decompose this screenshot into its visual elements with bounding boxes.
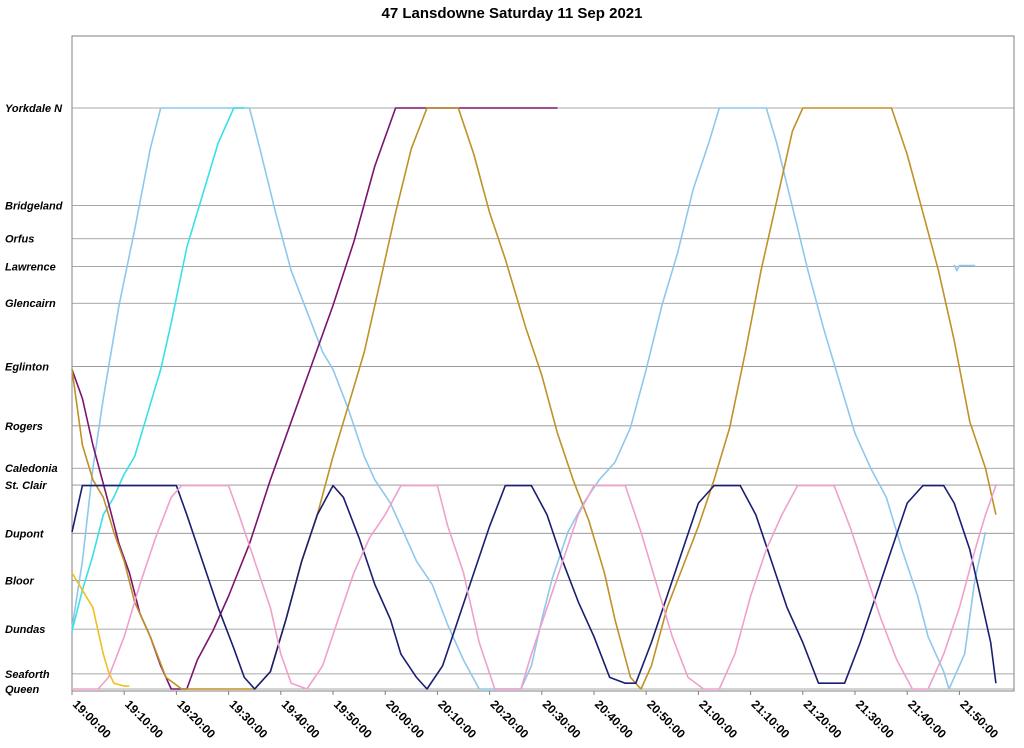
stop-labels: Yorkdale N Bridgeland Orfus Lawrence Glencai… [5, 103, 63, 696]
x-tick-label: 19:40:00 [279, 697, 323, 741]
series-line [953, 264, 976, 272]
series-line [71, 107, 245, 632]
x-tick-label: 19:20:00 [174, 697, 218, 741]
x-tick-label: 21:40:00 [905, 697, 949, 741]
x-tick-label: 19:50:00 [331, 697, 375, 741]
x-tick-label: 19:10:00 [122, 697, 166, 741]
stop-label: Rogers [5, 421, 43, 433]
chart-title: 47 Lansdowne Saturday 11 Sep 2021 [381, 5, 643, 22]
stop-label: Eglinton [5, 362, 49, 374]
time-tick-labels: 19:00:00 19:10:00 19:20:00 19:30:00 19:40:00… [70, 691, 1001, 741]
x-tick-label: 21:50:00 [957, 697, 1001, 741]
plot-area [71, 35, 1015, 692]
stop-label: Bloor [5, 575, 34, 587]
x-tick-label: 20:30:00 [540, 697, 584, 741]
stop-label: Bridgeland [5, 201, 63, 213]
stop-label: Dupont [5, 528, 45, 540]
stop-label: Glencairn [5, 298, 56, 310]
x-tick-label: 21:30:00 [853, 697, 897, 741]
x-tick-label: 20:50:00 [644, 697, 688, 741]
stop-label: St. Clair [5, 480, 47, 492]
bus-trip-lines [71, 107, 997, 690]
stop-label: Orfus [5, 234, 34, 246]
x-tick-label: 20:10:00 [435, 697, 479, 741]
stop-label: Queen [5, 684, 40, 696]
x-tick-label: 21:20:00 [801, 697, 845, 741]
series-line [71, 107, 997, 690]
x-tick-label: 20:40:00 [592, 697, 636, 741]
stop-label: Dundas [5, 624, 45, 636]
series-line [72, 484, 997, 690]
series-line [71, 572, 130, 687]
x-tick-label: 20:00:00 [383, 697, 427, 741]
stop-label: Yorkdale N [5, 103, 63, 115]
x-tick-label: 21:10:00 [748, 697, 792, 741]
x-tick-label: 21:00:00 [696, 697, 740, 741]
series-line [71, 107, 558, 690]
x-tick-label: 19:30:00 [226, 697, 270, 741]
x-tick-label: 19:00:00 [70, 697, 114, 741]
stop-label: Caledonia [5, 463, 58, 475]
stop-gridlines [72, 107, 1014, 690]
x-tick-label: 20:20:00 [487, 697, 531, 741]
series-line [71, 484, 997, 690]
series-line [71, 107, 987, 690]
stop-label: Lawrence [5, 262, 56, 274]
stop-label: Seaforth [5, 669, 50, 681]
